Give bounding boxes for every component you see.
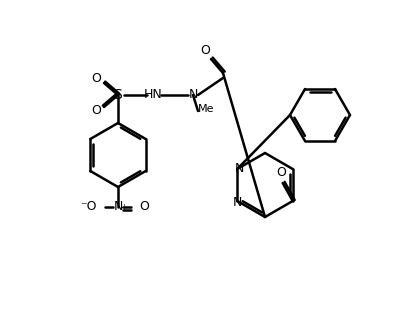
Text: N: N [235, 163, 244, 176]
Text: N: N [113, 200, 123, 214]
Text: S: S [114, 88, 122, 102]
Text: ⁻O: ⁻O [81, 200, 97, 214]
Text: Me: Me [198, 104, 214, 114]
Text: O: O [91, 105, 101, 117]
Text: O: O [276, 166, 286, 180]
Text: +: + [120, 203, 127, 212]
Text: O: O [91, 73, 101, 85]
Text: O: O [200, 44, 210, 58]
Text: N: N [188, 89, 198, 101]
Text: O: O [139, 200, 149, 214]
Text: N: N [233, 197, 242, 210]
Text: HN: HN [144, 89, 162, 101]
